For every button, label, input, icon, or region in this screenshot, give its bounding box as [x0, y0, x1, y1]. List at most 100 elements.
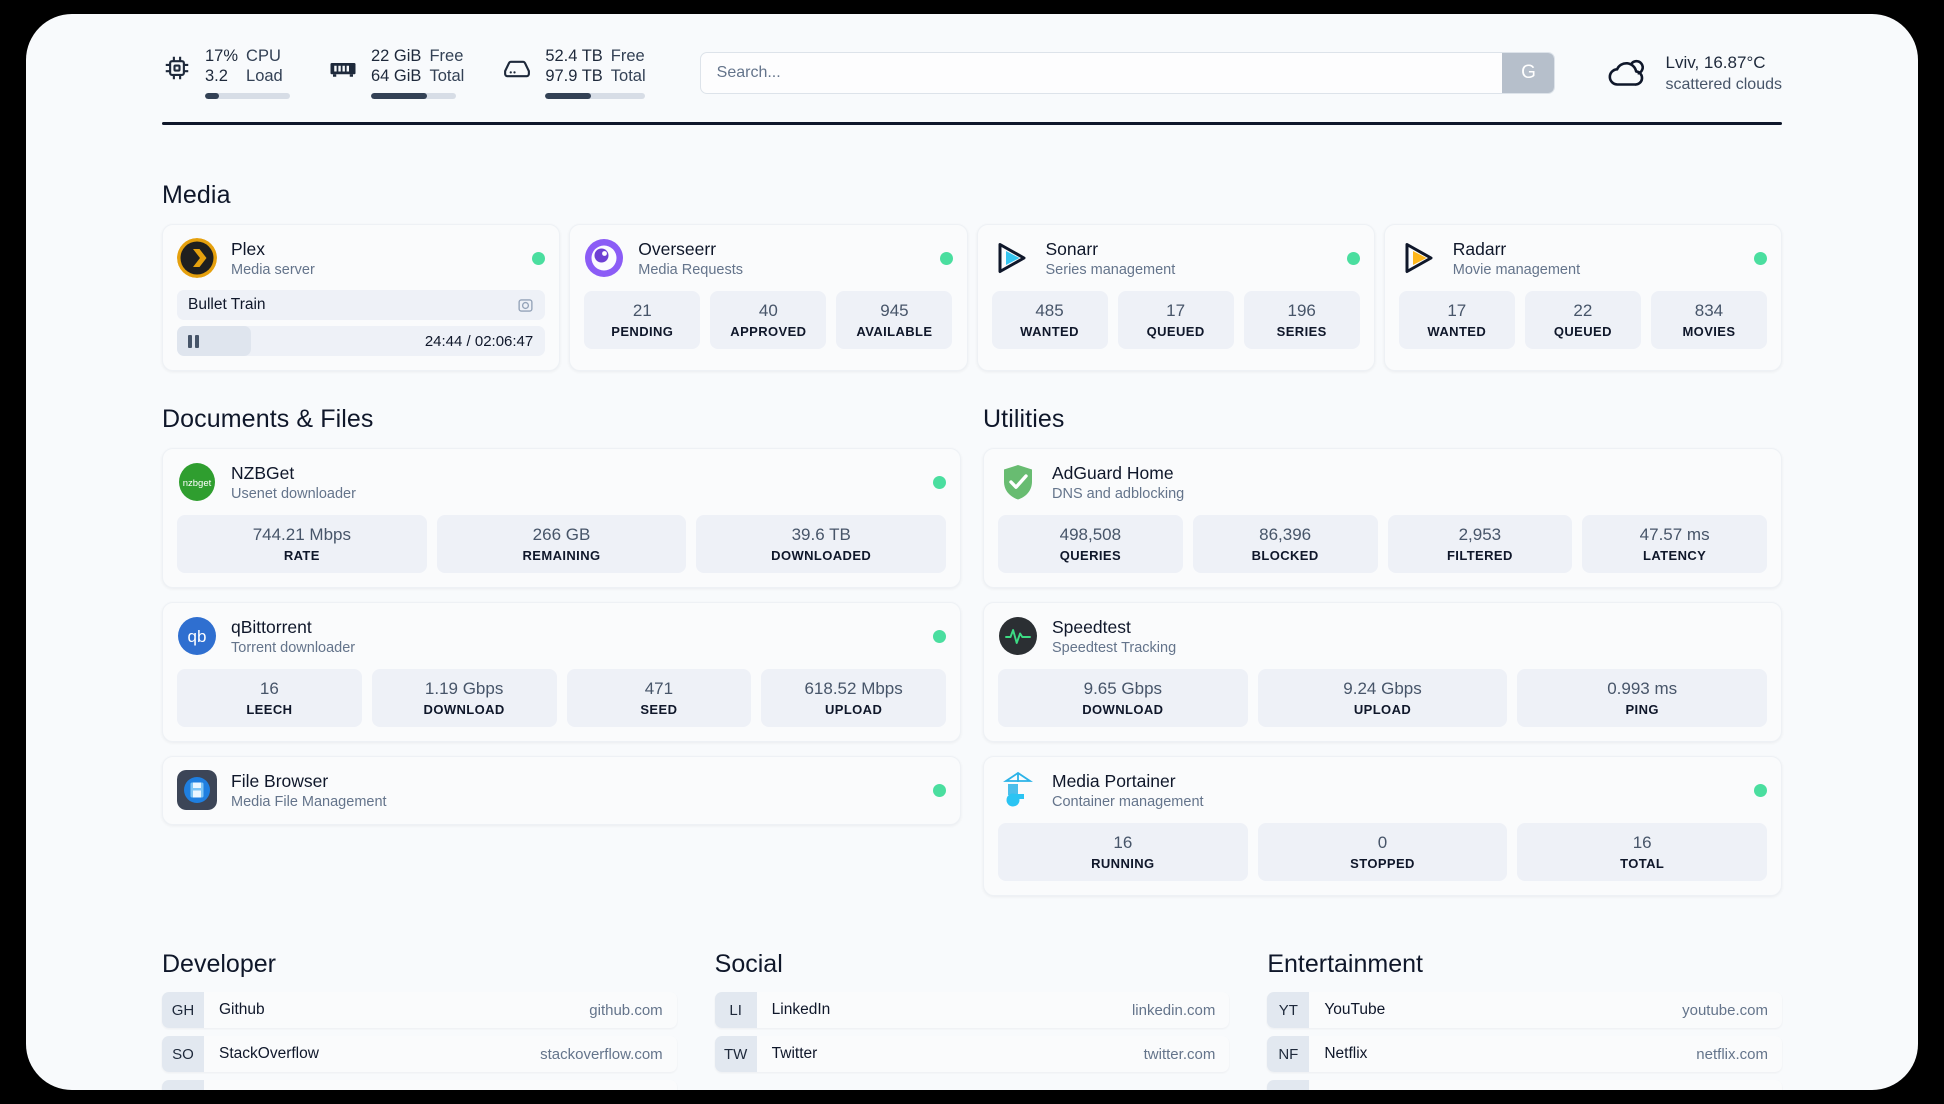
stat-label: LEECH — [246, 702, 293, 717]
svg-text:nzbget: nzbget — [183, 478, 212, 489]
search-input[interactable] — [700, 53, 1503, 93]
cpu-progress-bar — [205, 93, 290, 99]
bookmark-item[interactable]: YT YouTube youtube.com — [1267, 992, 1782, 1028]
bookmark-url: youtube.com — [1682, 1001, 1768, 1019]
ram-total-value: 64 GiB — [371, 67, 422, 85]
service-name: Plex — [231, 238, 266, 259]
stat-tile: 9.24 Gbps UPLOAD — [1257, 669, 1508, 727]
playback-time: 24:44 / 02:06:47 — [424, 332, 534, 350]
service-card-media-portainer[interactable]: Media Portainer Container management 16 … — [983, 756, 1782, 896]
header-bar: 17% 3.2 CPU Load — [162, 14, 1782, 114]
stat-tile: 9.65 Gbps DOWNLOAD — [998, 669, 1248, 727]
service-card-qbittorrent[interactable]: qb qBittorrent Torrent downloader 16 LEE… — [162, 602, 961, 742]
portainer-icon — [998, 770, 1038, 810]
stat-tile: 16 LEECH — [177, 669, 362, 727]
bookmark-item[interactable]: LI LinkedIn linkedin.com — [714, 992, 1230, 1028]
playback-progress-bar[interactable]: 24:44 / 02:06:47 — [177, 326, 546, 356]
stat-value: 266 GB — [532, 525, 591, 544]
stat-label: RATE — [283, 548, 320, 563]
service-card-file-browser[interactable]: File Browser Media File Management — [162, 756, 961, 825]
speedtest-icon — [998, 616, 1038, 656]
bookmark-name: Reddit — [1309, 1089, 1369, 1090]
service-card-nzbget[interactable]: nzbget NZBGet Usenet downloader 744.21 M… — [162, 448, 961, 588]
stat-value: 2,953 — [1458, 525, 1502, 544]
bookmark-url: reddit.com — [1698, 1090, 1782, 1091]
stat-value: 47.57 ms — [1639, 525, 1710, 544]
bookmark-item[interactable]: GH Github github.com — [162, 992, 677, 1028]
stat-tile: 0 STOPPED — [1257, 823, 1508, 881]
stat-tile: 22 QUEUED — [1524, 291, 1641, 349]
stat-value: 1.19 Gbps — [424, 679, 504, 698]
bookmark-item[interactable]: NF Netflix netflix.com — [1267, 1036, 1782, 1072]
stat-tile: 21 PENDING — [584, 291, 701, 349]
cpu-load-value: 3.2 — [205, 67, 228, 85]
now-playing-row: Bullet Train — [177, 290, 546, 320]
service-name: Overseerr — [638, 238, 717, 259]
stat-value: 86,396 — [1259, 525, 1312, 544]
stat-tile: 196 SERIES — [1243, 291, 1360, 349]
stat-value: 40 — [758, 301, 778, 320]
search-bar[interactable]: G — [699, 52, 1556, 94]
stat-value: 39.6 TB — [791, 525, 851, 544]
service-card-speedtest[interactable]: Speedtest Speedtest Tracking 9.65 Gbps D… — [983, 602, 1782, 742]
stat-label: BLOCKED — [1251, 548, 1319, 563]
stat-tile: 17 QUEUED — [1117, 291, 1234, 349]
bookmark-name: Netflix — [1324, 1045, 1368, 1062]
stat-label: APPROVED — [730, 324, 807, 339]
file-browser-icon — [177, 770, 217, 810]
ram-free-label: Free — [429, 47, 464, 65]
media-section: Media Plex Media server Bullet Train — [162, 181, 1782, 371]
stat-tile: 0.993 ms PING — [1517, 669, 1768, 727]
weather-location-temp: Lviv, 16.87°C — [1665, 52, 1766, 72]
stat-tile: 744.21 Mbps RATE — [177, 515, 427, 573]
stat-value: 498,508 — [1059, 525, 1122, 544]
stat-value: 196 — [1287, 301, 1316, 320]
service-desc: Movie management — [1452, 261, 1581, 278]
media-section-title: Media — [162, 181, 231, 209]
pause-icon[interactable] — [188, 334, 199, 348]
bookmark-name: StackOverflow — [219, 1045, 319, 1062]
stat-label: STOPPED — [1350, 856, 1415, 871]
stat-label: QUERIES — [1059, 548, 1122, 563]
stat-label: PENDING — [611, 324, 674, 339]
bookmark-abbr: SO — [162, 1036, 204, 1072]
stat-tile: 16 RUNNING — [998, 823, 1248, 881]
weather-condition: scattered clouds — [1665, 75, 1782, 93]
service-name: Sonarr — [1045, 238, 1099, 259]
bookmark-url: netflix.com — [1696, 1045, 1768, 1063]
stat-label: PING — [1625, 702, 1659, 717]
bookmark-item[interactable]: TW Twitter twitter.com — [714, 1036, 1230, 1072]
stat-value: 945 — [880, 301, 909, 320]
stat-tile: 945 AVAILABLE — [836, 291, 953, 349]
ram-stat: 22 GiB 64 GiB Free Total — [328, 47, 464, 99]
bookmark-item[interactable]: DT DEV dev.to — [162, 1080, 677, 1090]
bookmark-item[interactable]: SO StackOverflow stackoverflow.com — [162, 1036, 677, 1072]
bookmark-name: YouTube — [1324, 1001, 1386, 1018]
cast-icon[interactable] — [517, 297, 534, 314]
service-card-radarr[interactable]: Radarr Movie management 17 WANTED 22 QUE… — [1383, 224, 1782, 371]
service-desc: Torrent downloader — [231, 639, 356, 656]
search-submit-button[interactable]: G — [1502, 53, 1555, 93]
bookmark-abbr: LI — [714, 992, 757, 1028]
sonarr-icon — [992, 238, 1032, 278]
service-desc: Media Requests — [638, 261, 744, 278]
disk-total-value: 97.9 TB — [545, 67, 603, 85]
memory-icon — [328, 53, 358, 83]
stat-label: SEED — [640, 702, 678, 717]
service-card-adguard-home[interactable]: AdGuard Home DNS and adblocking 498,508 … — [983, 448, 1782, 588]
stat-label: AVAILABLE — [856, 324, 933, 339]
service-card-overseerr[interactable]: Overseerr Media Requests 21 PENDING 40 A… — [569, 224, 968, 371]
disk-icon — [502, 53, 532, 83]
service-name: Radarr — [1452, 238, 1507, 259]
service-desc: DNS and adblocking — [1052, 485, 1185, 502]
stat-tile: 1.19 Gbps DOWNLOAD — [371, 669, 557, 727]
stat-tile: 39.6 TB DOWNLOADED — [696, 515, 947, 573]
bookmark-abbr: RE — [1267, 1080, 1310, 1090]
service-card-plex[interactable]: Plex Media server Bullet Train — [162, 224, 561, 371]
status-badge-online — [1754, 251, 1767, 265]
stat-value: 17 — [1166, 301, 1186, 320]
cpu-usage-value: 17% — [205, 47, 239, 65]
service-card-sonarr[interactable]: Sonarr Series management 485 WANTED 17 Q… — [976, 224, 1375, 371]
bookmark-url: dev.to — [623, 1090, 677, 1091]
bookmark-item[interactable]: RE Reddit reddit.com — [1267, 1080, 1782, 1090]
